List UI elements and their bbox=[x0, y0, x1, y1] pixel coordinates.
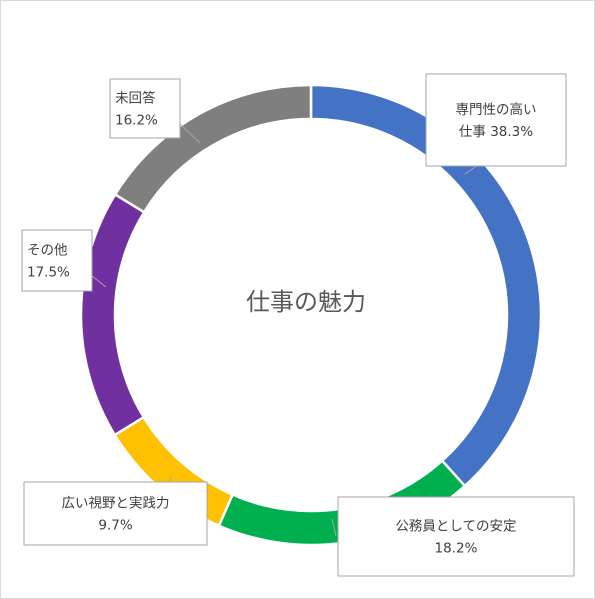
data-label-box bbox=[425, 73, 567, 167]
leader-line bbox=[331, 518, 337, 537]
leader-line bbox=[91, 275, 107, 288]
data-label-box bbox=[21, 229, 93, 292]
data-label-box bbox=[109, 78, 181, 139]
leader-line bbox=[179, 123, 201, 144]
data-label-text: 未回答 bbox=[115, 90, 156, 107]
data-label-text: 広い視野と実践力 bbox=[62, 496, 170, 512]
data-label-text: 16.2% bbox=[115, 113, 158, 129]
data-label-text: 9.7% bbox=[98, 518, 132, 534]
data-label: 未回答 16.2% bbox=[109, 78, 181, 139]
data-label: 公務員としての安定 18.2% bbox=[337, 496, 575, 577]
data-label-text: その他 bbox=[27, 243, 68, 259]
chart-title: 仕事の魅力 bbox=[246, 288, 366, 316]
data-label-text: 仕事 38.3% bbox=[459, 124, 533, 140]
data-label: その他 17.5% bbox=[21, 229, 93, 292]
data-label: 広い視野と実践力 9.7% bbox=[23, 481, 208, 546]
data-label-box bbox=[337, 496, 575, 577]
data-label-text: 専門性の高い bbox=[456, 101, 537, 118]
data-label-text: 公務員としての安定 bbox=[395, 519, 516, 535]
data-label-text: 17.5% bbox=[27, 265, 70, 281]
data-label-text: 18.2% bbox=[435, 541, 478, 557]
data-label-box bbox=[23, 481, 208, 546]
